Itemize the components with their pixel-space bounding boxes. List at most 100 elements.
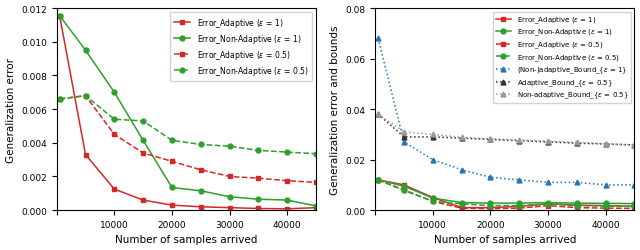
Non-adaptive_Bound_{$\varepsilon$ = 0.5} — [374, 113, 382, 116]
Adaptive_Bound_{$\varepsilon$ = 0.5} — [573, 142, 580, 145]
Error_Adaptive ($\varepsilon$ = 1) — [255, 207, 262, 210]
Error_Adaptive ($\varepsilon$ = 1) — [602, 204, 609, 207]
Line: Error_Adaptive ($\varepsilon$ = 1): Error_Adaptive ($\varepsilon$ = 1) — [376, 178, 637, 210]
Line: Error_Adaptive ($\varepsilon$ = 0.5): Error_Adaptive ($\varepsilon$ = 0.5) — [57, 94, 318, 185]
Error_Non-Adaptive ($\varepsilon$ = 0.5) — [573, 204, 580, 207]
(Non-)adaptive_Bound_{$\varepsilon$ = 1} — [630, 184, 638, 187]
Error_Non-Adaptive ($\varepsilon$ = 0.5) — [140, 120, 147, 123]
Error_Non-Adaptive ($\varepsilon$ = 0.5) — [56, 98, 63, 101]
Error_Adaptive ($\varepsilon$ = 1) — [515, 205, 523, 208]
Non-adaptive_Bound_{$\varepsilon$ = 0.5} — [400, 131, 408, 134]
Error_Adaptive ($\varepsilon$ = 1) — [486, 206, 494, 209]
Error_Adaptive ($\varepsilon$ = 0.5) — [255, 177, 262, 180]
Adaptive_Bound_{$\varepsilon$ = 0.5} — [602, 143, 609, 146]
Error_Adaptive ($\varepsilon$ = 1) — [544, 202, 552, 205]
Error_Adaptive ($\varepsilon$ = 1) — [140, 199, 147, 202]
Error_Non-Adaptive ($\varepsilon$ = 1) — [111, 92, 118, 94]
(Non-)adaptive_Bound_{$\varepsilon$ = 1} — [515, 179, 523, 182]
Adaptive_Bound_{$\varepsilon$ = 0.5} — [486, 138, 494, 141]
Error_Adaptive ($\varepsilon$ = 0.5) — [111, 133, 118, 136]
Error_Non-Adaptive ($\varepsilon$ = 1) — [602, 202, 609, 205]
Non-adaptive_Bound_{$\varepsilon$ = 0.5} — [515, 139, 523, 142]
Line: Error_Non-Adaptive ($\varepsilon$ = 0.5): Error_Non-Adaptive ($\varepsilon$ = 0.5) — [57, 94, 318, 156]
Error_Non-Adaptive ($\varepsilon$ = 1) — [515, 202, 523, 205]
Y-axis label: Generalization error: Generalization error — [6, 58, 15, 162]
Adaptive_Bound_{$\varepsilon$ = 0.5} — [400, 136, 408, 139]
(Non-)adaptive_Bound_{$\varepsilon$ = 1} — [573, 181, 580, 184]
Adaptive_Bound_{$\varepsilon$ = 0.5} — [429, 136, 436, 139]
Error_Adaptive ($\varepsilon$ = 1) — [226, 206, 234, 209]
Error_Adaptive ($\varepsilon$ = 0.5) — [573, 206, 580, 209]
Y-axis label: Generalization error and bounds: Generalization error and bounds — [330, 25, 340, 194]
Error_Non-Adaptive ($\varepsilon$ = 0.5) — [602, 205, 609, 208]
Error_Non-Adaptive ($\varepsilon$ = 1) — [312, 205, 320, 208]
Error_Non-Adaptive ($\varepsilon$ = 0.5) — [312, 153, 320, 156]
Error_Adaptive ($\varepsilon$ = 0.5) — [374, 179, 382, 182]
Error_Non-Adaptive ($\varepsilon$ = 1) — [140, 139, 147, 142]
Line: Error_Adaptive ($\varepsilon$ = 0.5): Error_Adaptive ($\varepsilon$ = 0.5) — [376, 178, 637, 211]
Error_Non-Adaptive ($\varepsilon$ = 0.5) — [197, 144, 205, 146]
Adaptive_Bound_{$\varepsilon$ = 0.5} — [544, 141, 552, 144]
Error_Non-Adaptive ($\varepsilon$ = 0.5) — [255, 149, 262, 152]
Error_Adaptive ($\varepsilon$ = 0.5) — [226, 175, 234, 178]
Error_Adaptive ($\varepsilon$ = 0.5) — [515, 207, 523, 210]
(Non-)adaptive_Bound_{$\varepsilon$ = 1} — [602, 184, 609, 187]
Line: Adaptive_Bound_{$\varepsilon$ = 0.5}: Adaptive_Bound_{$\varepsilon$ = 0.5} — [376, 112, 637, 148]
(Non-)adaptive_Bound_{$\varepsilon$ = 1} — [429, 158, 436, 162]
Error_Adaptive ($\varepsilon$ = 0.5) — [400, 189, 408, 192]
Error_Adaptive ($\varepsilon$ = 0.5) — [458, 207, 465, 210]
Error_Non-Adaptive ($\varepsilon$ = 1) — [544, 201, 552, 204]
Error_Adaptive ($\varepsilon$ = 1) — [573, 204, 580, 207]
Error_Adaptive ($\varepsilon$ = 0.5) — [82, 95, 90, 98]
Adaptive_Bound_{$\varepsilon$ = 0.5} — [374, 113, 382, 116]
Error_Non-Adaptive ($\varepsilon$ = 0.5) — [226, 145, 234, 148]
Error_Non-Adaptive ($\varepsilon$ = 1) — [630, 202, 638, 205]
Non-adaptive_Bound_{$\varepsilon$ = 0.5} — [544, 140, 552, 143]
Error_Adaptive ($\varepsilon$ = 1) — [111, 188, 118, 191]
Error_Non-Adaptive ($\varepsilon$ = 0.5) — [458, 202, 465, 205]
Error_Non-Adaptive ($\varepsilon$ = 0.5) — [168, 139, 176, 142]
Error_Non-Adaptive ($\varepsilon$ = 1) — [82, 50, 90, 52]
Error_Adaptive ($\varepsilon$ = 1) — [400, 184, 408, 187]
Error_Adaptive ($\varepsilon$ = 0.5) — [56, 98, 63, 101]
Error_Adaptive ($\varepsilon$ = 1) — [168, 204, 176, 207]
Error_Adaptive ($\varepsilon$ = 0.5) — [284, 180, 291, 182]
Error_Non-Adaptive ($\varepsilon$ = 1) — [168, 186, 176, 189]
Legend: Error_Adaptive ($\varepsilon$ = 1), Error_Non-Adaptive ($\varepsilon$ = 1), Erro: Error_Adaptive ($\varepsilon$ = 1), Erro… — [493, 12, 631, 104]
Error_Non-Adaptive ($\varepsilon$ = 1) — [400, 185, 408, 188]
Error_Adaptive ($\varepsilon$ = 1) — [82, 154, 90, 156]
Error_Adaptive ($\varepsilon$ = 1) — [284, 208, 291, 210]
Line: Error_Non-Adaptive ($\varepsilon$ = 0.5): Error_Non-Adaptive ($\varepsilon$ = 0.5) — [376, 178, 637, 209]
Error_Non-Adaptive ($\varepsilon$ = 0.5) — [486, 204, 494, 207]
Error_Non-Adaptive ($\varepsilon$ = 0.5) — [111, 118, 118, 121]
Non-adaptive_Bound_{$\varepsilon$ = 0.5} — [602, 143, 609, 146]
Error_Adaptive ($\varepsilon$ = 0.5) — [602, 207, 609, 210]
Error_Adaptive ($\varepsilon$ = 1) — [458, 206, 465, 209]
Line: Error_Non-Adaptive ($\varepsilon$ = 1): Error_Non-Adaptive ($\varepsilon$ = 1) — [376, 178, 637, 206]
Adaptive_Bound_{$\varepsilon$ = 0.5} — [458, 137, 465, 140]
Line: (Non-)adaptive_Bound_{$\varepsilon$ = 1}: (Non-)adaptive_Bound_{$\varepsilon$ = 1} — [376, 37, 637, 188]
(Non-)adaptive_Bound_{$\varepsilon$ = 1} — [458, 168, 465, 172]
(Non-)adaptive_Bound_{$\varepsilon$ = 1} — [486, 176, 494, 179]
Non-adaptive_Bound_{$\varepsilon$ = 0.5} — [429, 133, 436, 136]
Error_Non-Adaptive ($\varepsilon$ = 1) — [56, 15, 63, 18]
Error_Non-Adaptive ($\varepsilon$ = 0.5) — [374, 179, 382, 182]
Error_Adaptive ($\varepsilon$ = 1) — [429, 196, 436, 199]
Error_Non-Adaptive ($\varepsilon$ = 1) — [486, 202, 494, 205]
Error_Non-Adaptive ($\varepsilon$ = 0.5) — [630, 205, 638, 208]
Line: Error_Adaptive ($\varepsilon$ = 1): Error_Adaptive ($\varepsilon$ = 1) — [57, 14, 318, 211]
Error_Non-Adaptive ($\varepsilon$ = 1) — [429, 197, 436, 200]
Error_Non-Adaptive ($\varepsilon$ = 1) — [255, 198, 262, 201]
Error_Non-Adaptive ($\varepsilon$ = 1) — [573, 202, 580, 205]
X-axis label: Number of samples arrived: Number of samples arrived — [115, 234, 257, 244]
Error_Non-Adaptive ($\varepsilon$ = 0.5) — [82, 95, 90, 98]
Error_Non-Adaptive ($\varepsilon$ = 0.5) — [400, 189, 408, 192]
Error_Non-Adaptive ($\varepsilon$ = 1) — [374, 179, 382, 182]
(Non-)adaptive_Bound_{$\varepsilon$ = 1} — [400, 141, 408, 144]
Error_Adaptive ($\varepsilon$ = 0.5) — [312, 181, 320, 184]
Non-adaptive_Bound_{$\varepsilon$ = 0.5} — [573, 142, 580, 144]
Error_Non-Adaptive ($\varepsilon$ = 1) — [284, 199, 291, 202]
Error_Non-Adaptive ($\varepsilon$ = 0.5) — [429, 200, 436, 203]
(Non-)adaptive_Bound_{$\varepsilon$ = 1} — [374, 38, 382, 41]
Error_Adaptive ($\varepsilon$ = 1) — [56, 15, 63, 18]
